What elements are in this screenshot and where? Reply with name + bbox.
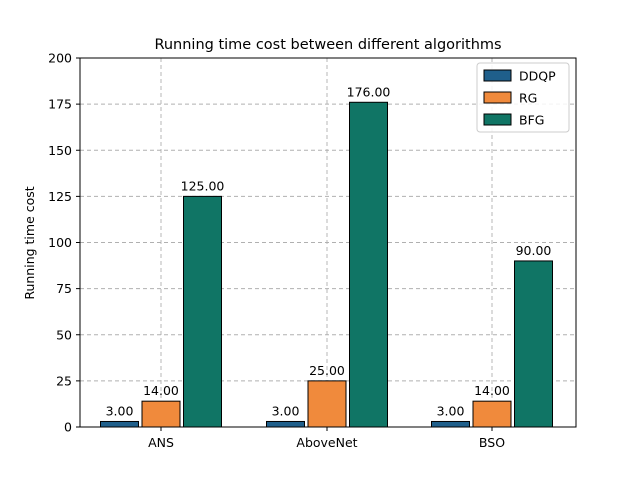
legend-swatch-ddqp	[483, 69, 512, 82]
legend-swatch-rg	[483, 91, 512, 104]
x-tick-label: ANS	[148, 435, 174, 450]
bar-data-label: 3.00	[272, 403, 300, 418]
bar-data-label: 125.00	[181, 178, 225, 193]
bar-labels: 3.00 3.00 3.00 14.00 25.00 14.00 125.00 176.00 9…	[106, 84, 552, 418]
legend-label-ddqp: DDQP	[519, 69, 556, 84]
y-tick-label: 125	[48, 189, 72, 204]
bar-data-label: 90.00	[516, 243, 552, 258]
bar-bfg-ans	[183, 195, 222, 428]
x-tick-label: AboveNet	[296, 435, 357, 450]
y-tick-label: 200	[48, 51, 72, 66]
y-tick-label: 75	[56, 281, 72, 296]
y-tick-label: 25	[56, 373, 72, 388]
bar-data-label: 176.00	[347, 84, 391, 99]
bar-ddqp-ans	[100, 420, 139, 428]
bar-rg-abovenet	[307, 380, 347, 428]
x-tick-label: BSO	[479, 435, 505, 450]
y-axis-label: Running time cost	[22, 186, 37, 299]
y-tick-label: 0	[64, 420, 72, 435]
bar-data-label: 25.00	[309, 363, 345, 378]
bar-data-label: 14.00	[143, 383, 179, 398]
y-axis-ticks: 0 25 50 75 100 125 150 175 200	[48, 51, 80, 435]
x-axis-ticks: ANS AboveNet BSO	[148, 427, 505, 450]
y-tick-label: 150	[48, 143, 72, 158]
legend-label-rg: RG	[519, 91, 537, 106]
legend-swatch-bfg	[483, 113, 512, 126]
bar-ddqp-abovenet	[266, 420, 305, 428]
bar-data-label: 3.00	[106, 403, 134, 418]
y-tick-label: 175	[48, 97, 72, 112]
bar-ddqp-bso	[431, 420, 470, 428]
legend-label-bfg: BFG	[519, 113, 544, 128]
bars	[100, 101, 553, 428]
bar-data-label: 3.00	[437, 403, 465, 418]
bar-data-label: 14.00	[474, 383, 510, 398]
y-tick-label: 50	[56, 327, 72, 342]
y-tick-label: 100	[48, 235, 72, 250]
bar-rg-bso	[472, 400, 512, 428]
bar-bfg-abovenet	[349, 101, 388, 428]
bar-rg-ans	[141, 400, 181, 428]
legend: DDQP RG BFG	[476, 62, 570, 133]
chart-title: Running time cost between different algo…	[154, 37, 501, 53]
bar-bfg-bso	[514, 260, 553, 428]
